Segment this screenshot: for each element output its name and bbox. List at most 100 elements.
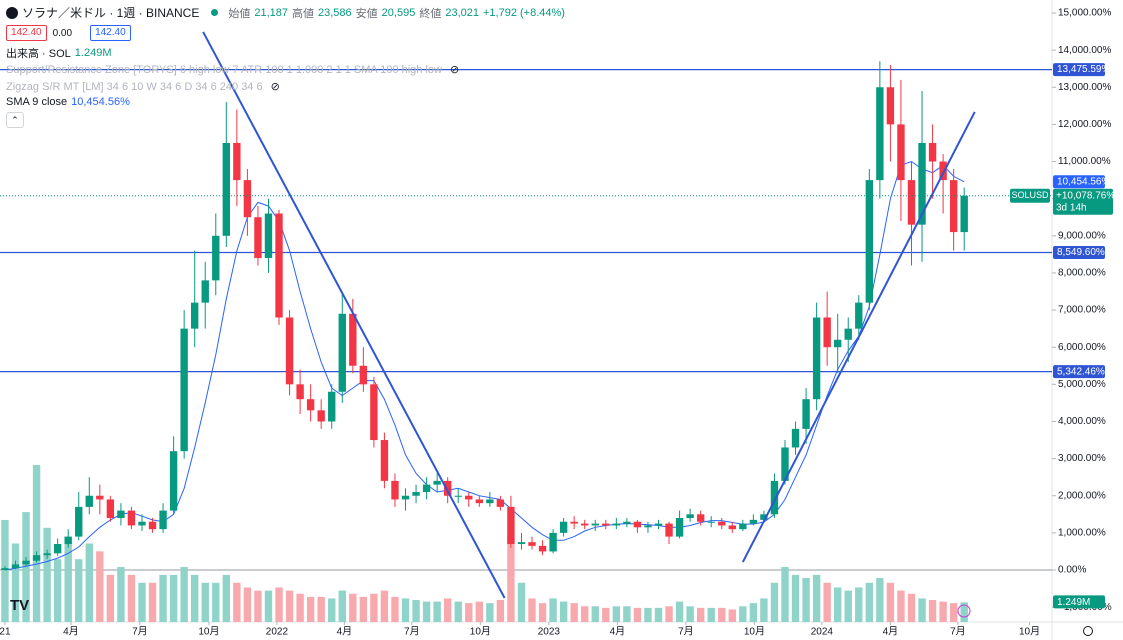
candle-body (412, 492, 420, 496)
candle-body (43, 553, 51, 556)
candle-body (696, 514, 705, 522)
y-tick-label: 8,000.00% (1058, 268, 1106, 279)
volume-bar (254, 590, 262, 622)
sell-price[interactable]: 142.40 (6, 25, 47, 41)
candle-body (401, 495, 410, 500)
legend-value: 23,021 (445, 6, 479, 19)
candle-body (928, 142, 937, 162)
y-tick-label: 5,000.00% (1058, 379, 1106, 390)
candle-body (359, 365, 368, 385)
candle-body (675, 518, 684, 537)
candle-body (285, 317, 294, 385)
hidden-icon[interactable]: ⊘ (449, 64, 460, 76)
indicator-title[interactable]: Support/Resistance Zone [TORYS] 6 high l… (6, 63, 442, 76)
volume-bar (654, 607, 663, 622)
candle-body (812, 317, 821, 400)
candle-body (486, 499, 494, 504)
symbol-title[interactable]: ソラナ／米ドル · 1週 · BINANCE (22, 6, 200, 20)
candle-body (117, 510, 125, 519)
volume-bar (465, 603, 473, 622)
indicator-row: Support/Resistance Zone [TORYS] 6 high l… (6, 63, 460, 77)
candle-body (243, 180, 252, 218)
hidden-icon[interactable]: ⊘ (270, 81, 280, 93)
candle-body (296, 384, 304, 400)
settings-icon[interactable] (1083, 626, 1093, 636)
legend-value: 21,187 (254, 6, 289, 19)
legend-label: 始値 (228, 7, 251, 20)
volume-bar (433, 601, 441, 622)
tradingview-logo[interactable]: TV (10, 597, 29, 614)
indicator-row: Zigzag S/R MT [LM] 34 6 10 W 34 6 D 34 6… (6, 80, 280, 94)
candle-body (349, 313, 357, 366)
candle-body (11, 564, 20, 569)
volume-bar (939, 601, 947, 622)
volume-bar (823, 582, 831, 622)
volume-bar (928, 600, 937, 622)
candle-body (591, 523, 599, 526)
x-tick-label: 7月 (678, 626, 694, 638)
legend-value: 20,595 (381, 6, 416, 19)
indicator-title[interactable]: Zigzag S/R MT [LM] 34 6 10 W 34 6 D 34 6… (6, 80, 263, 93)
volume-bar (517, 582, 526, 622)
candle-body (433, 480, 441, 485)
volume-bar (739, 606, 747, 622)
collapse-button[interactable]: ⌃ (6, 112, 24, 128)
y-tick-label: 2,000.00% (1058, 490, 1106, 501)
volume-bar (22, 512, 30, 622)
volume-bar (212, 582, 220, 622)
level-label: 13,475.59% (1057, 64, 1110, 75)
volume-bar (749, 603, 758, 622)
volume-bar (401, 598, 410, 622)
candle-body (749, 519, 758, 524)
volume-bar (359, 596, 368, 622)
candle-body (106, 499, 115, 519)
candle-body (475, 499, 483, 504)
candle-body (254, 217, 262, 259)
volume-bar (696, 607, 705, 622)
volume-bar (886, 582, 895, 622)
x-tick-label: 4月 (610, 626, 626, 638)
alert-icon[interactable] (957, 604, 971, 618)
spread: 0.00 (52, 27, 73, 39)
trendline (202, 31, 506, 599)
candle-body (844, 328, 852, 340)
volume-bar (538, 603, 547, 622)
volume-bar (1, 519, 9, 622)
volume-bar (138, 582, 146, 622)
sma-title[interactable]: SMA 9 close (6, 96, 68, 108)
y-tick-label: 6,000.00% (1058, 342, 1106, 353)
candle-body (665, 523, 673, 537)
candle-body (538, 545, 547, 552)
volume-bar (486, 603, 494, 622)
candle-body (391, 480, 399, 500)
candle-body (823, 317, 831, 348)
volume-label-box (1053, 595, 1105, 609)
candle-body (707, 521, 715, 523)
volume-bar (75, 559, 83, 622)
buy-price[interactable]: 142.40 (90, 25, 131, 41)
candle-body (876, 87, 884, 181)
change: +1,792 (+8.44%) (482, 6, 565, 19)
y-tick-label: 15,000.00% (1058, 8, 1111, 19)
x-tick-label: 21 (0, 627, 11, 638)
candle-body (306, 399, 315, 411)
volume-bar (591, 606, 599, 622)
candle-body (370, 384, 378, 441)
volume-bar (496, 600, 505, 622)
candle-body (949, 180, 958, 233)
volume-bar (222, 574, 231, 622)
volume-bar (317, 596, 325, 622)
candle-body (317, 410, 325, 422)
volume-bar (960, 602, 968, 622)
volume-bar (718, 607, 726, 622)
volume-bar (834, 587, 842, 622)
candle-body (907, 180, 916, 225)
candle-body (443, 480, 452, 496)
volume-bar (644, 607, 652, 622)
candle-body (791, 428, 800, 448)
candle-body (612, 523, 621, 526)
x-tick-label: 7月 (132, 626, 148, 638)
candle-body (222, 142, 231, 236)
volume-bar (43, 527, 51, 622)
volume-bar (64, 543, 72, 622)
